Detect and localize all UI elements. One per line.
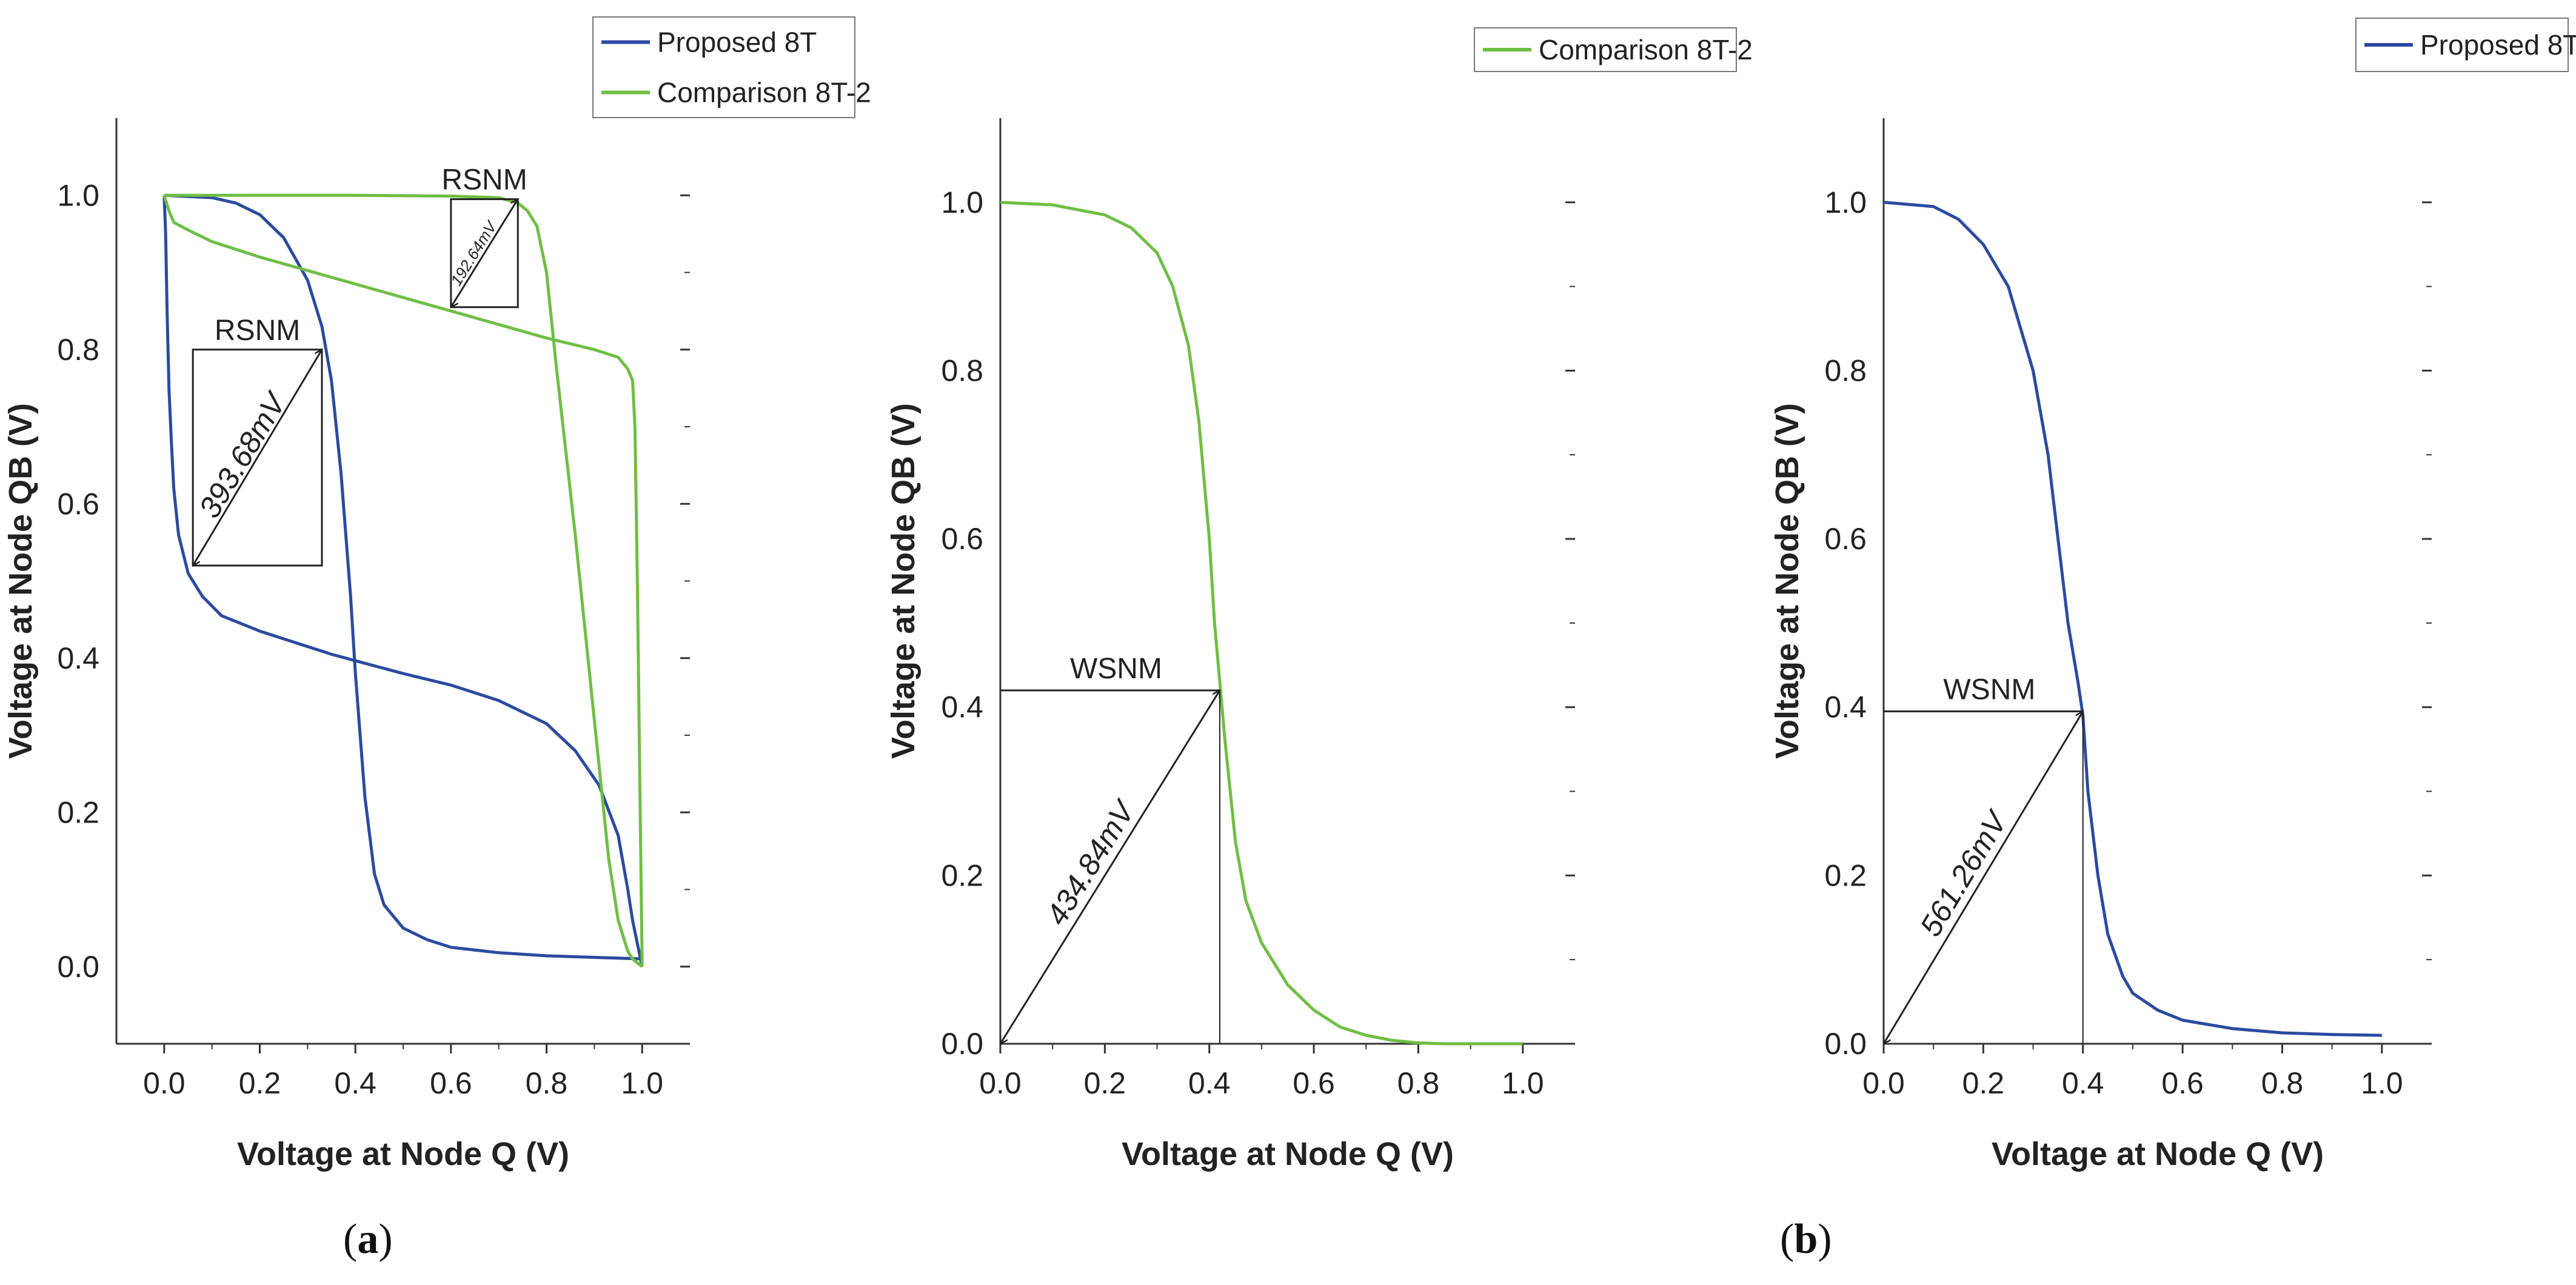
legend-label: Proposed 8T — [657, 27, 817, 58]
y-tick-label: 0.0 — [1824, 1027, 1867, 1061]
x-tick-label: 0.2 — [1084, 1066, 1126, 1100]
x-axis-label: Voltage at Node Q (V) — [237, 1136, 569, 1172]
legend-label: Comparison 8T-2 — [1539, 34, 1753, 65]
series-line — [162, 195, 644, 967]
x-tick-label: 0.2 — [239, 1066, 281, 1100]
wsnm-label: WSNM — [1070, 653, 1162, 685]
snm-diagonal-arrow — [192, 350, 323, 566]
x-tick-label: 1.0 — [2361, 1066, 2403, 1100]
legend-label: Comparison 8T-2 — [657, 77, 871, 108]
y-tick-label: 0.4 — [57, 641, 99, 675]
y-tick-label: 0.0 — [57, 950, 99, 984]
chart-a: 0.0 0.2 0.4 0.6 0.8 1.0 0.0 0.2 0.4 0.6 0.8 1.0 Volt… — [2, 16, 871, 1172]
wsnm-diagonal-arrow — [1882, 712, 2084, 1044]
series-line — [1000, 201, 1523, 1046]
x-axis-label: Voltage at Node Q (V) — [1122, 1136, 1454, 1172]
x-tick-label: 0.0 — [143, 1066, 186, 1100]
caption-a: (a) — [343, 1216, 393, 1263]
series-line — [164, 193, 643, 961]
y-tick-label: 0.0 — [941, 1027, 983, 1061]
y-tick-label: 0.6 — [941, 522, 983, 556]
x-tick-label: 0.8 — [1397, 1066, 1440, 1100]
y-axis-label: Voltage at Node QB (V) — [1769, 403, 1805, 759]
snm-value: 192.64mV — [447, 217, 501, 289]
y-tick-label: 0.8 — [57, 333, 99, 367]
snm-label: RSNM — [215, 315, 300, 347]
x-tick-label: 0.4 — [1188, 1066, 1231, 1100]
legend-box — [592, 16, 855, 118]
y-tick-label: 0.8 — [941, 353, 983, 387]
y-tick-label: 0.4 — [941, 690, 983, 724]
y-tick-label: 0.4 — [1824, 690, 1867, 724]
y-tick-label: 0.2 — [1824, 858, 1867, 892]
y-axis-label: Voltage at Node QB (V) — [2, 403, 39, 759]
x-tick-label: 0.6 — [430, 1066, 472, 1100]
x-tick-label: 0.4 — [334, 1066, 376, 1100]
x-tick-label: 0.6 — [1293, 1066, 1335, 1100]
snm-diagonal-arrow — [451, 199, 518, 307]
caption-a-letter: a — [357, 1216, 379, 1263]
caption-b-letter: b — [1794, 1216, 1818, 1263]
y-tick-label: 1.0 — [1824, 185, 1867, 219]
x-tick-label: 0.0 — [979, 1066, 1022, 1100]
x-tick-label: 0.6 — [2161, 1066, 2204, 1100]
wsnm-diagonal-arrow — [1000, 690, 1220, 1044]
y-tick-label: 0.2 — [941, 858, 983, 892]
wsnm-value: 561.26mV — [1913, 804, 2015, 942]
series-line — [162, 195, 644, 967]
snm-label: RSNM — [441, 164, 527, 196]
x-tick-label: 0.0 — [1862, 1066, 1905, 1100]
y-axis-label: Voltage at Node QB (V) — [885, 403, 922, 759]
snm-value: 393.68mV — [192, 386, 293, 524]
series-line — [1883, 201, 2382, 1037]
y-tick-label: 0.6 — [57, 487, 99, 521]
legend-label: Proposed 8T — [2420, 29, 2576, 61]
x-tick-label: 0.4 — [2062, 1066, 2104, 1100]
x-axis-label: Voltage at Node Q (V) — [1992, 1136, 2324, 1172]
y-tick-label: 1.0 — [941, 185, 983, 219]
x-tick-label: 1.0 — [1502, 1066, 1544, 1100]
series-line — [164, 193, 643, 968]
y-tick-label: 0.6 — [1824, 522, 1867, 556]
y-tick-label: 0.8 — [1824, 353, 1867, 387]
wsnm-value: 434.84mV — [1039, 793, 1142, 931]
chart-b-comparison: 0.0 0.2 0.4 0.6 0.8 1.0 0.0 0.2 0.4 0.6 0.8 1.0 Volt… — [885, 27, 1753, 1172]
chart-b-proposed: 0.0 0.2 0.4 0.6 0.8 1.0 0.0 0.2 0.4 0.6 0.8 1.0 Volt… — [1769, 18, 2576, 1172]
y-tick-label: 0.2 — [57, 795, 99, 829]
caption-b: (b) — [1780, 1216, 1832, 1263]
x-tick-label: 0.8 — [526, 1066, 568, 1100]
y-tick-label: 1.0 — [57, 178, 99, 212]
wsnm-label: WSNM — [1943, 674, 2035, 706]
x-tick-label: 0.2 — [1962, 1066, 2005, 1100]
x-tick-label: 1.0 — [621, 1066, 663, 1100]
x-tick-label: 0.8 — [2261, 1066, 2304, 1100]
